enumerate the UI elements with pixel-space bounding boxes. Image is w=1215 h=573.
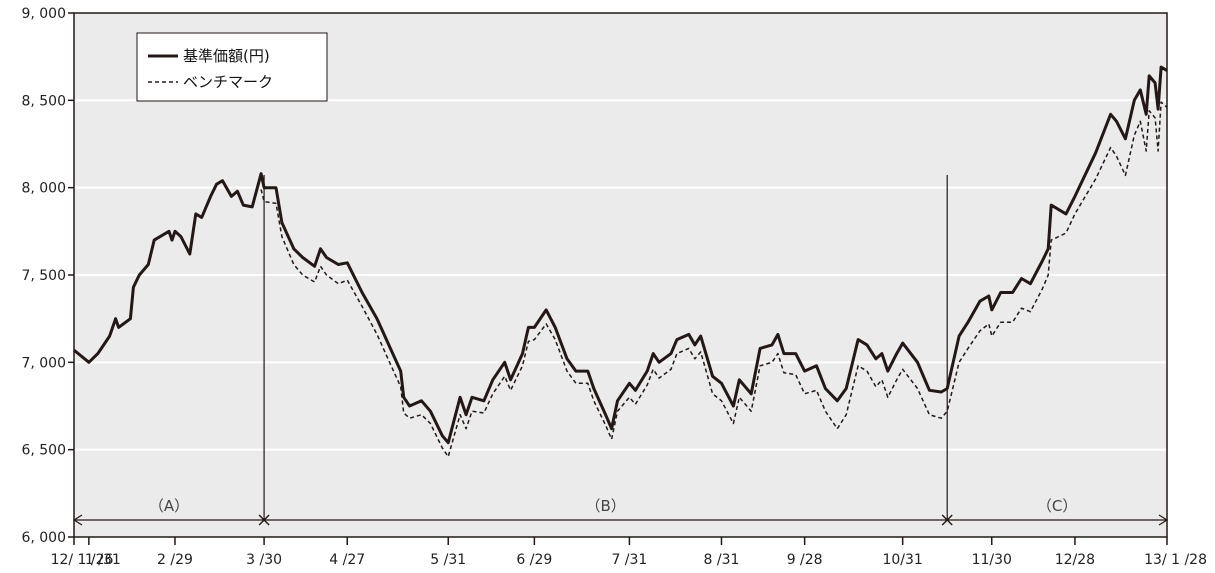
- y-tick-label-1: 6, 500: [21, 443, 66, 459]
- x-tick-labels: 12/ 1 /261 /31 2 /29 3 /30 4 /27 5 /31 6 /29 7…: [51, 552, 1207, 568]
- x-tick-label-12: 12/28: [1055, 552, 1095, 568]
- x-tick-label-10: 10/31: [882, 552, 922, 568]
- x-tick-label-13: 13/ 1 /28: [1144, 552, 1207, 568]
- x-tick-label-11: 11/30: [972, 552, 1012, 568]
- x-tick-label-7: 7 /31: [611, 552, 647, 568]
- x-tick-label-2: 2 /29: [157, 552, 193, 568]
- x-tick-label-0: 12/ 1 /26: [51, 552, 114, 568]
- y-tick-label-4: 8, 000: [21, 181, 66, 197]
- series-lines: [73, 65, 1168, 458]
- y-tick-label-3: 7, 500: [21, 268, 66, 284]
- legend-label-nav: 基準価額(円): [183, 47, 270, 65]
- period-markers: （A） （B） （C）: [72, 175, 1169, 526]
- x-tick-label-6: 6 /29: [516, 552, 552, 568]
- period-boundary-marker-0: [258, 514, 270, 526]
- series-line-1: [260, 101, 1168, 458]
- legend-label-benchmark: ベンチマーク: [183, 73, 273, 91]
- series-line-0: [73, 65, 1168, 445]
- x-tick-label-8: 8 /31: [704, 552, 740, 568]
- period-label-1: （B）: [586, 497, 626, 515]
- axes: [68, 12, 1168, 545]
- x-tick-label-9: 9 /28: [787, 552, 823, 568]
- legend-box: [136, 32, 328, 102]
- x-tick-label-3: 3 /30: [246, 552, 282, 568]
- x-tick-label-5: 5 /31: [430, 552, 466, 568]
- x-tick-label-1: 1 /31: [85, 552, 121, 568]
- period-label-2: （C）: [1037, 497, 1077, 515]
- y-tick-label-2: 7, 000: [21, 355, 66, 371]
- period-boundary-marker-1: [941, 514, 953, 526]
- y-tick-label-6: 9, 000: [21, 6, 66, 22]
- y-tick-label-0: 6, 000: [21, 530, 66, 546]
- y-tick-label-5: 8, 500: [21, 93, 66, 109]
- legend: 基準価額(円) ベンチマーク: [136, 32, 328, 102]
- x-tick-label-4: 4 /27: [329, 552, 365, 568]
- period-label-0: （A）: [149, 497, 189, 515]
- y-tick-labels: 6, 000 6, 500 7, 000 7, 500 8, 000 8, 500 9, 0…: [21, 6, 66, 546]
